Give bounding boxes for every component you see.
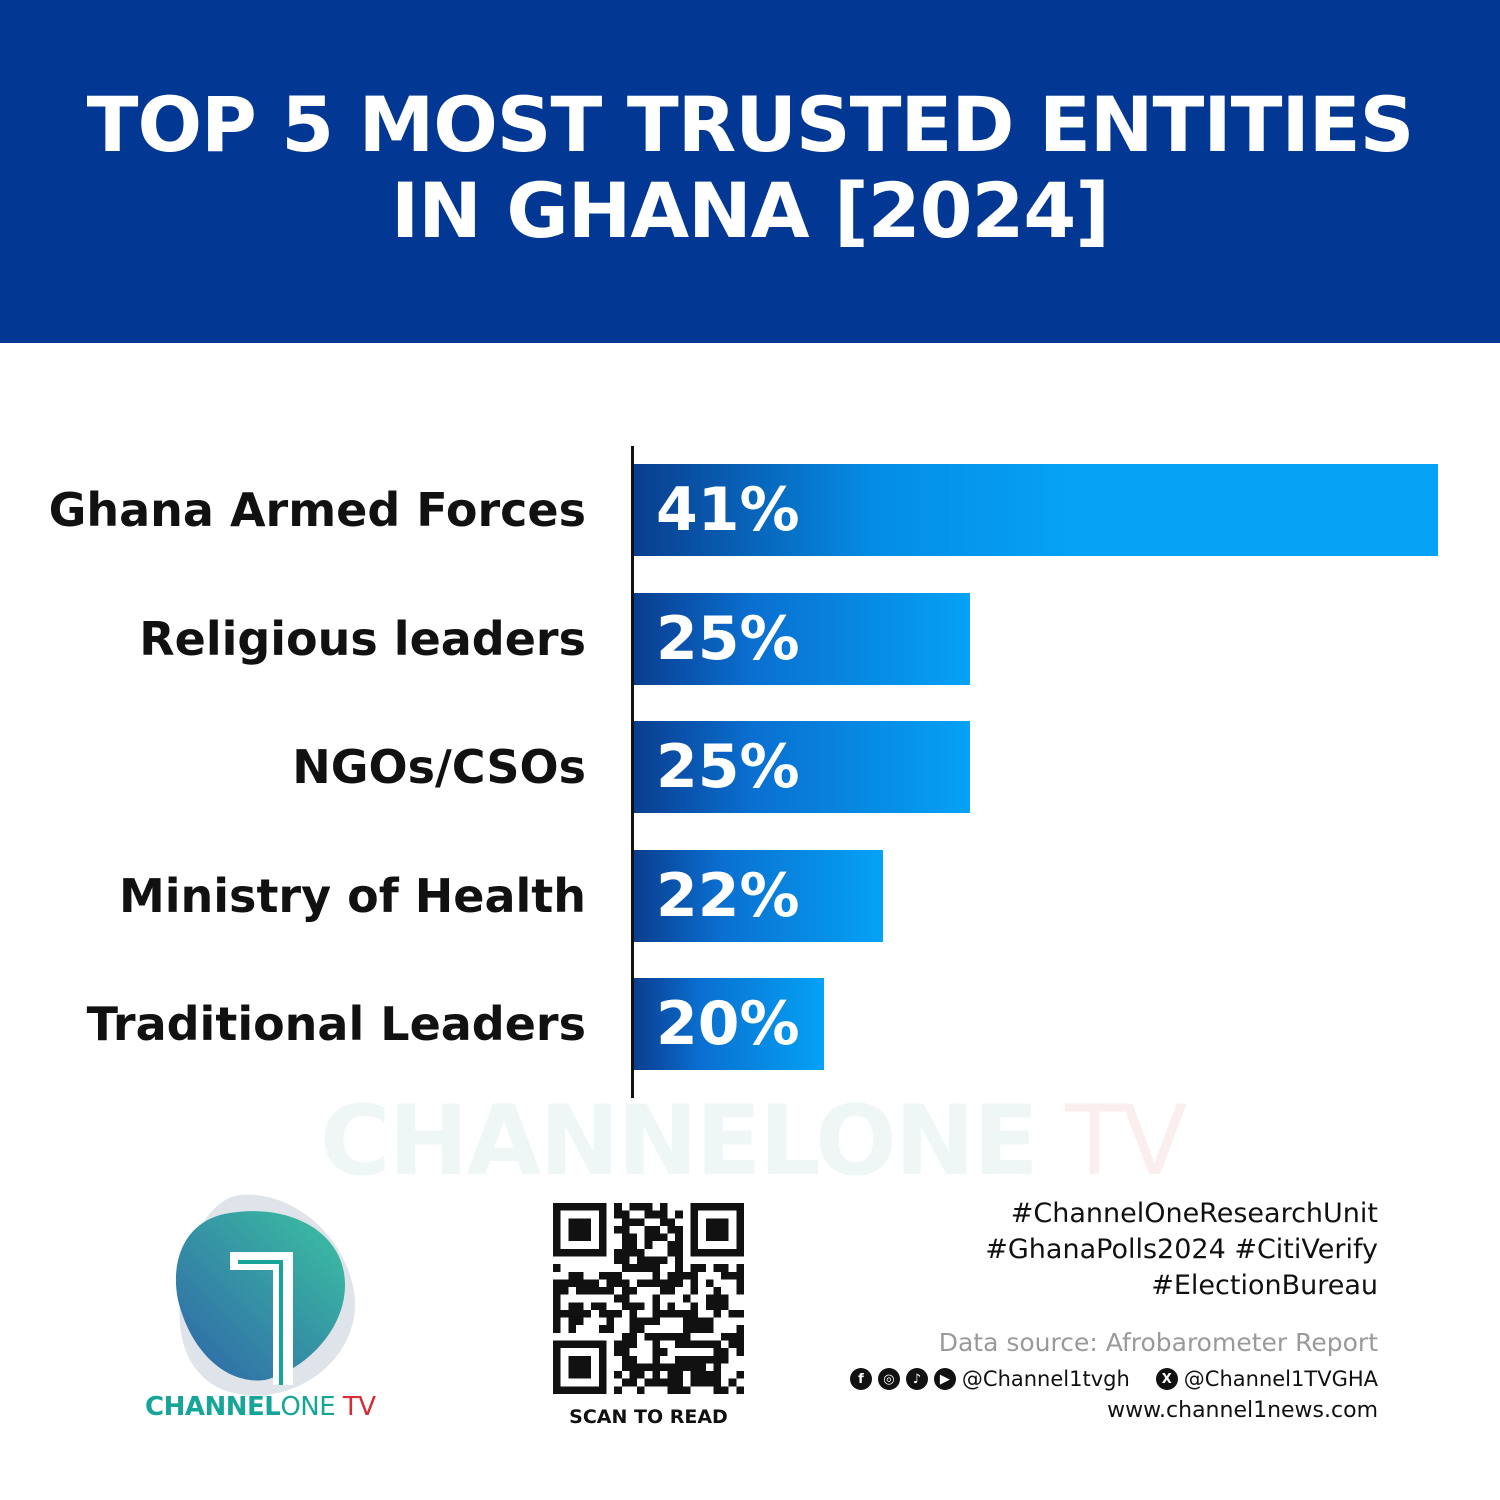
bar: 20%	[634, 978, 825, 1070]
bar: 22%	[634, 849, 883, 942]
bar-label: Ministry of Health	[119, 868, 586, 923]
bar-value-label: 20%	[656, 989, 800, 1059]
hashtag-line: #ElectionBureau	[1151, 1270, 1378, 1301]
bar: 41%	[634, 464, 1439, 556]
handle-main[interactable]: @Channel1tvgh	[961, 1367, 1130, 1391]
channel-one-logo	[175, 1194, 356, 1396]
bar-value-label: 22%	[656, 860, 800, 931]
title-line-2: IN GHANA [2024]	[390, 166, 1110, 255]
qr-code[interactable]	[553, 1203, 744, 1394]
tiktok-icon[interactable]: ♪	[905, 1368, 928, 1390]
website-link[interactable]: www.channel1news.com	[1107, 1398, 1378, 1423]
bar-value-label: 25%	[656, 603, 800, 674]
bar: 25%	[634, 721, 971, 813]
title-line-1: TOP 5 MOST TRUSTED ENTITIES	[86, 80, 1415, 169]
watermark: CHANNELONE TV	[320, 1085, 1187, 1197]
hashtag-line: #ChannelOneResearchUnit	[1010, 1198, 1378, 1229]
y-axis-line	[631, 446, 634, 1098]
bar-value-label: 25%	[656, 732, 800, 802]
hashtag-line: #GhanaPolls2024 #CitiVerify	[985, 1234, 1378, 1265]
bar-value-label: 41%	[656, 475, 800, 545]
bar-label: Religious leaders	[139, 611, 586, 666]
data-source: Data source: Afrobarometer Report	[938, 1328, 1378, 1357]
youtube-icon[interactable]: ▶	[933, 1368, 956, 1390]
page-title: TOP 5 MOST TRUSTED ENTITIES IN GHANA [20…	[0, 82, 1500, 254]
hashtags: #ChannelOneResearchUnit #GhanaPolls2024 …	[985, 1196, 1378, 1304]
bar-label: NGOs/CSOs	[292, 740, 586, 794]
social-handles: f ◎ ♪ ▶ @Channel1tvgh X @Channel1TVGHA	[849, 1367, 1378, 1391]
bar-label: Traditional Leaders	[86, 997, 586, 1051]
bar-label: Ghana Armed Forces	[48, 483, 586, 537]
facebook-icon[interactable]: f	[849, 1368, 872, 1390]
brand-wordmark: CHANNELONE TV	[145, 1392, 376, 1422]
header-banner: TOP 5 MOST TRUSTED ENTITIES IN GHANA [20…	[0, 0, 1500, 343]
x-icon[interactable]: X	[1155, 1368, 1178, 1390]
handle-x[interactable]: @Channel1TVGHA	[1183, 1367, 1378, 1391]
bar: 25%	[634, 592, 971, 685]
qr-caption: SCAN TO READ	[569, 1406, 728, 1428]
instagram-icon[interactable]: ◎	[877, 1368, 900, 1390]
